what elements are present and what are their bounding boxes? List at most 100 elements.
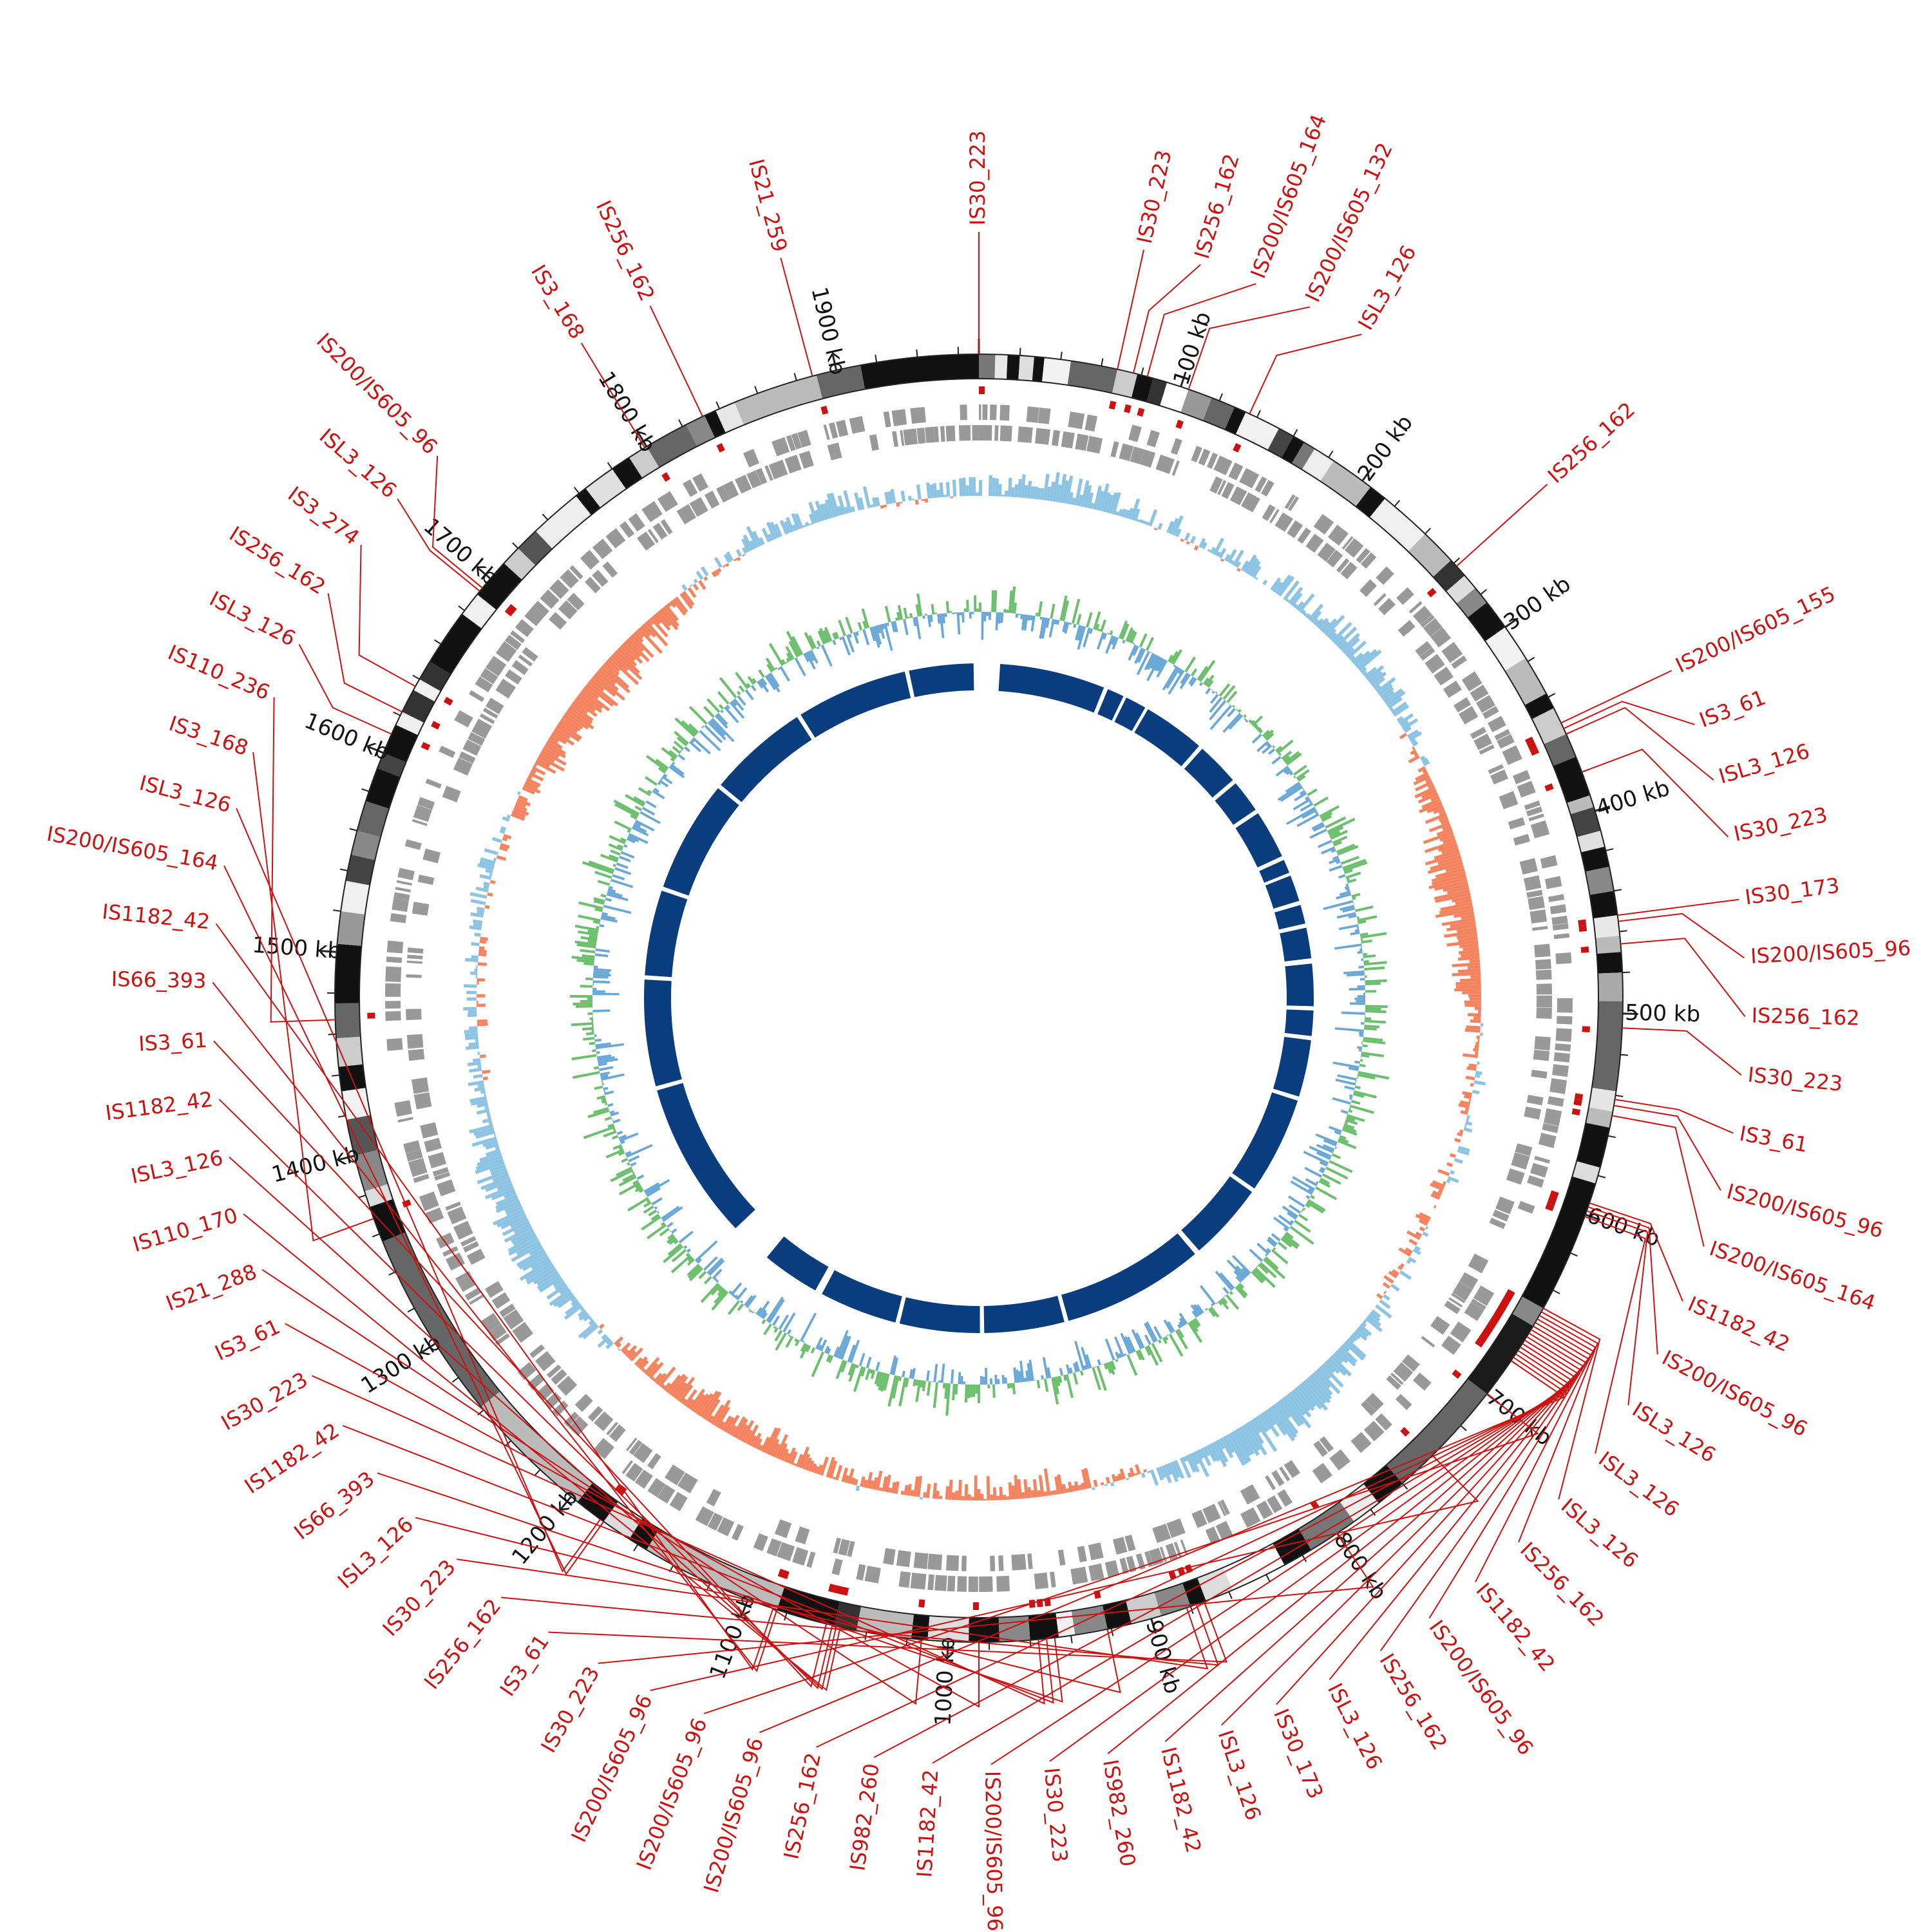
- gc-skew-bar: [882, 1476, 888, 1492]
- gc-content-bar: [822, 630, 830, 643]
- gc-skew-bar: [1115, 1475, 1120, 1482]
- is-element-mark: [1477, 1335, 1487, 1345]
- gc-content-bar: [1030, 615, 1033, 621]
- gc-content-bar: [736, 690, 741, 696]
- gc-content-bar: [985, 1367, 988, 1385]
- gc-content-bar: [1351, 893, 1361, 898]
- gc-content-bar: [715, 1279, 719, 1283]
- gene-feature: [633, 1443, 653, 1463]
- gc-content-bar: [1209, 697, 1223, 713]
- gc-skew-bar: [1264, 1410, 1276, 1426]
- gene-feature: [395, 887, 411, 893]
- gc-skew-bar: [1446, 940, 1479, 947]
- gene-feature: [569, 565, 583, 580]
- gc-skew-bar: [475, 1160, 505, 1175]
- gene-feature: [1488, 764, 1504, 774]
- scale-tick: [1613, 889, 1622, 892]
- gc-skew-bar: [924, 498, 929, 503]
- gc-content-bar: [1128, 629, 1135, 643]
- gc-content-bar: [711, 717, 735, 743]
- scale-label-text: 200 kb: [1352, 410, 1418, 486]
- gc-skew-bar: [1186, 541, 1190, 545]
- gc-skew-bar: [986, 1476, 990, 1501]
- gc-content-bar: [592, 990, 605, 993]
- gc-content-bar: [661, 1206, 680, 1220]
- gc-skew-bar: [665, 1374, 681, 1394]
- gc-skew-bar: [945, 1486, 950, 1500]
- outer-band-segment: [1320, 460, 1371, 507]
- gc-content-bar: [632, 1180, 639, 1185]
- gc-content-bar: [1144, 652, 1155, 670]
- gc-content-bar: [1337, 845, 1359, 856]
- gc-skew-bar: [616, 1342, 622, 1349]
- gc-content-bar: [638, 1188, 644, 1193]
- gc-content-bar: [774, 1329, 783, 1341]
- gc-content-bar: [612, 1144, 622, 1150]
- gc-content-bar: [1001, 1374, 1005, 1384]
- gc-content-bar: [1048, 618, 1055, 638]
- gc-content-bar: [914, 616, 922, 639]
- gc-content-bar: [587, 940, 597, 944]
- gc-content-bar: [1253, 723, 1258, 728]
- is-element-label: IS1182_42: [240, 1418, 344, 1499]
- gc-content-bar: [1329, 858, 1340, 864]
- gc-skew-bar: [562, 714, 583, 730]
- gc-content-bar: [641, 806, 656, 816]
- gc-skew-bar: [1406, 1230, 1421, 1240]
- gc-skew-bar: [814, 509, 822, 522]
- gc-content-bar: [1028, 1359, 1034, 1381]
- gc-skew-bar: [969, 477, 973, 497]
- gc-skew-bar: [1043, 1491, 1048, 1497]
- gc-content-bar: [857, 630, 860, 632]
- is-element-mark: [1580, 946, 1589, 953]
- gene-feature: [849, 416, 866, 434]
- gc-skew-bar: [1175, 528, 1182, 538]
- gc-content-bar: [1241, 1267, 1249, 1276]
- scale-tick: [434, 639, 442, 645]
- gc-skew-bar: [513, 1223, 531, 1235]
- scale-label-text: 1400 kb: [269, 1141, 362, 1188]
- gc-content-bar: [1359, 1063, 1366, 1068]
- gc-content-bar: [699, 730, 721, 752]
- gc-skew-bar: [1310, 611, 1322, 623]
- is-element-mark: [1175, 419, 1184, 430]
- gc-skew-bar: [829, 1460, 838, 1479]
- gc-content-bar: [989, 1378, 993, 1385]
- gc-skew-bar: [1127, 507, 1134, 520]
- gc-content-bar: [1018, 614, 1021, 616]
- gc-content-bar: [1175, 1329, 1188, 1350]
- gc-content-bar: [604, 1090, 614, 1095]
- gc-skew-bar: [954, 1490, 959, 1501]
- scale-tick: [1548, 693, 1556, 698]
- gc-content-bar: [1320, 811, 1332, 820]
- gc-content-bar: [848, 633, 852, 638]
- gc-skew-bar: [707, 1415, 714, 1423]
- gc-content-bar: [596, 1095, 606, 1100]
- gc-content-bar: [663, 1245, 684, 1264]
- gc-content-bar: [788, 1334, 791, 1338]
- gc-skew-bar: [469, 1124, 494, 1134]
- gc-content-bar: [1010, 586, 1016, 614]
- gene-feature: [847, 1540, 855, 1557]
- gc-content-bar: [1278, 1214, 1293, 1226]
- gc-content-bar: [1193, 1318, 1201, 1327]
- gc-skew-bar: [485, 1142, 499, 1150]
- gc-content-bar: [893, 621, 898, 632]
- is-element-label: IS256_162: [1515, 1537, 1609, 1631]
- gc-content-bar: [688, 706, 708, 725]
- gc-skew-bar: [1412, 1248, 1421, 1255]
- is-leader-line: [358, 544, 416, 687]
- gc-content-bar: [1296, 813, 1320, 828]
- gc-content-bar: [781, 659, 786, 665]
- gc-content-bar: [1309, 1146, 1332, 1158]
- gc-content-bar: [942, 1383, 946, 1389]
- gc-skew-bar: [1440, 902, 1473, 911]
- gc-content-bar: [1297, 775, 1306, 782]
- gc-skew-bar: [650, 1376, 656, 1381]
- gc-content-bar: [1190, 1304, 1200, 1317]
- gc-content-bar: [592, 1014, 593, 1018]
- gc-content-bar: [1349, 1094, 1353, 1098]
- gc-skew-bar: [1068, 492, 1074, 505]
- gc-skew-bar: [1134, 1473, 1138, 1476]
- outer-band-segment: [1408, 533, 1452, 577]
